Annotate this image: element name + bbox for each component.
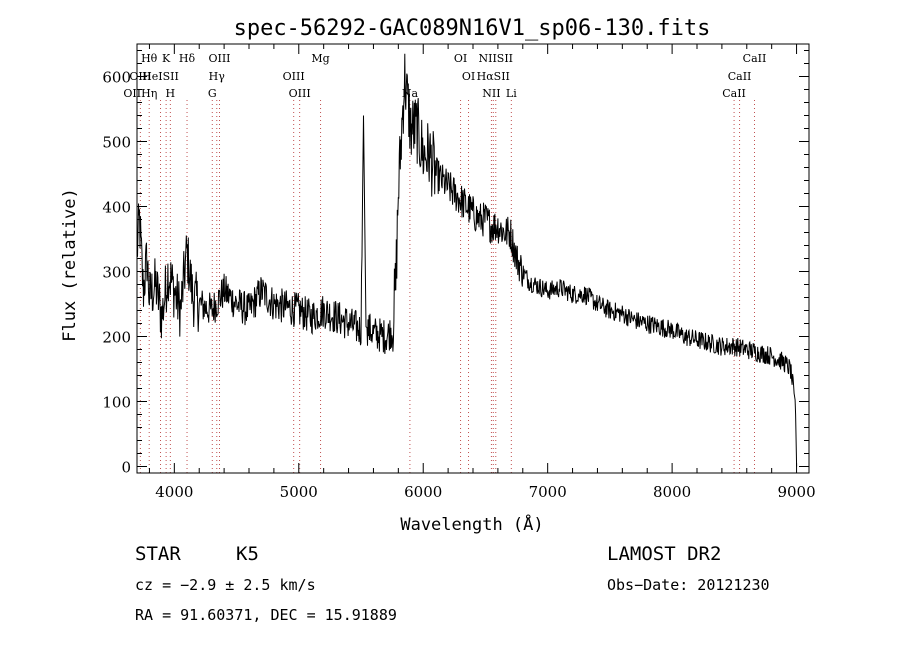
x-tick-label: 6000	[404, 483, 442, 501]
line-label: G	[208, 87, 217, 100]
x-tick-label: 9000	[777, 483, 815, 501]
line-label: K	[162, 52, 171, 65]
y-tick-label: 0	[121, 459, 131, 477]
line-label: HeISII	[142, 70, 179, 83]
y-tick-label: 600	[102, 69, 131, 87]
obs-date: Obs−Date: 20121230	[607, 576, 770, 594]
chart-title: spec-56292-GAC089N16V1_sp06-130.fits	[234, 16, 711, 41]
line-label: OIII	[283, 70, 305, 83]
line-label: Hγ	[209, 70, 226, 83]
object-subclass: K5	[236, 543, 259, 565]
line-label: Hθ	[141, 52, 158, 65]
y-tick-label: 400	[102, 199, 131, 217]
y-tick-label: 300	[102, 264, 131, 282]
redshift-text: cz = −2.9 ± 2.5 km/s	[135, 576, 316, 594]
line-label: OIII	[208, 52, 230, 65]
y-tick-label: 200	[102, 329, 131, 347]
x-tick-label: 5000	[280, 483, 318, 501]
line-label: NIISII	[478, 52, 513, 65]
spectrum-line	[136, 53, 798, 467]
line-label: CaII	[722, 87, 746, 100]
y-axis: 0 100 200 300 400 500 600	[102, 50, 809, 477]
line-label: Hδ	[179, 52, 196, 65]
line-label: CaII	[743, 52, 767, 65]
line-label: H	[166, 87, 176, 100]
object-class: STAR	[135, 543, 181, 565]
line-label: OIII	[289, 87, 311, 100]
line-label: Li	[506, 87, 517, 100]
x-tick-label: 4000	[155, 483, 193, 501]
plot-frame	[136, 43, 810, 474]
line-label: OI	[462, 70, 475, 83]
line-label: OI	[454, 52, 467, 65]
line-label: Mg	[311, 52, 329, 65]
line-label: NII	[482, 87, 500, 100]
y-axis-label: Flux (relative)	[60, 188, 80, 342]
x-tick-label: 8000	[653, 483, 691, 501]
line-label: HαSII	[477, 70, 510, 83]
spectral-line-markers	[139, 100, 755, 473]
y-tick-label: 100	[102, 394, 131, 412]
data-release: LAMOST DR2	[607, 543, 721, 565]
line-label: OIIHη	[123, 87, 157, 100]
coordinates: RA = 91.60371, DEC = 15.91889	[135, 606, 397, 624]
x-tick-label: 7000	[529, 483, 567, 501]
x-axis-label: Wavelength (Å)	[400, 513, 543, 535]
line-label: CaII	[728, 70, 752, 83]
x-axis: 4000 5000 6000 7000 8000 9000	[148, 44, 816, 501]
y-tick-label: 500	[102, 134, 131, 152]
